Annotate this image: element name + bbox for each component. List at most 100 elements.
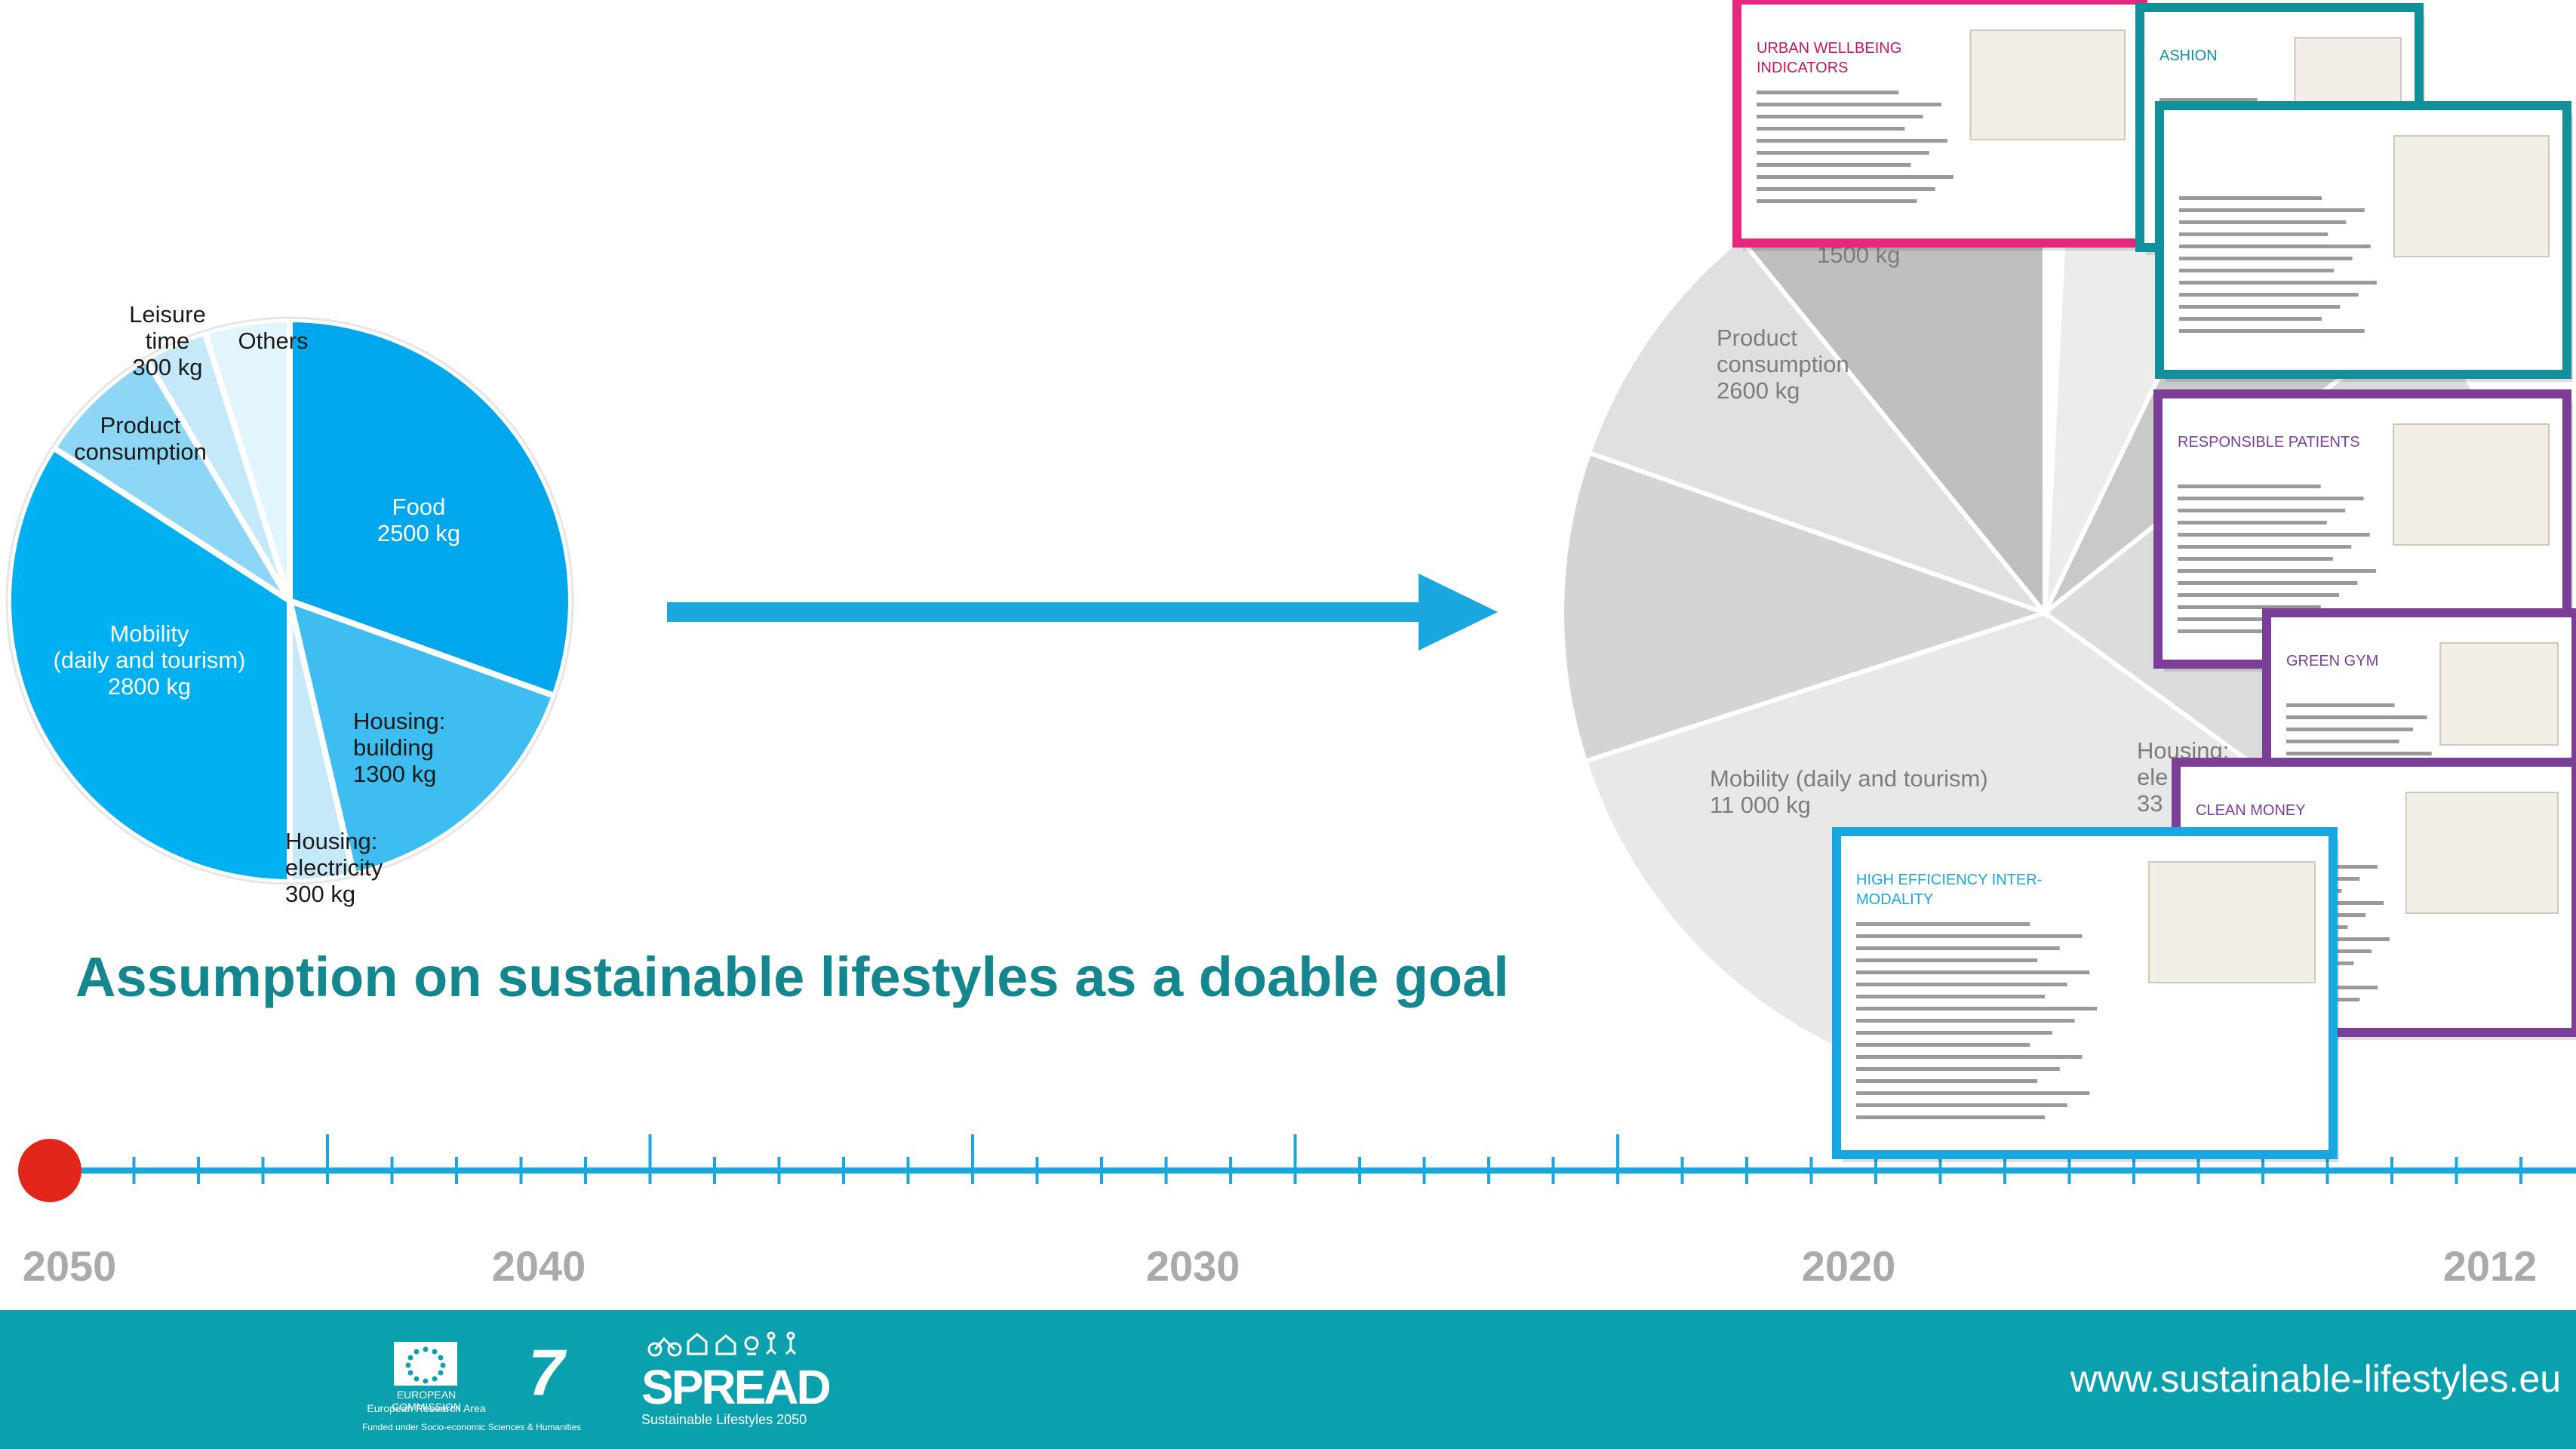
card-text-line xyxy=(2286,715,2427,719)
timeline-tick xyxy=(1229,1157,1232,1184)
timeline-year-label: 2020 xyxy=(1802,1242,1896,1290)
card-text-line xyxy=(2286,740,2399,743)
left-pie-label: Others xyxy=(238,328,308,354)
card-text-line xyxy=(2159,98,2258,102)
arrow-right-icon xyxy=(667,574,1498,651)
timeline-tick xyxy=(2519,1157,2522,1184)
left-pie-label: Leisure time 300 kg xyxy=(129,301,206,380)
timeline-tick xyxy=(648,1134,652,1184)
timeline-tick xyxy=(2325,1157,2329,1184)
timeline-tick xyxy=(971,1134,974,1184)
card-text-line xyxy=(2286,728,2414,731)
card-title: ASHION xyxy=(2159,48,2218,64)
card-text-line xyxy=(1757,151,1929,155)
timeline-tick xyxy=(1164,1157,1168,1184)
timeline-tick xyxy=(261,1157,265,1184)
timeline-tick xyxy=(519,1157,523,1184)
card-title: CLEAN MONEY xyxy=(2196,802,2306,819)
timeline-tick xyxy=(1809,1157,1813,1184)
card-text-line xyxy=(1757,127,1905,131)
card-illustration xyxy=(2393,423,2550,546)
summary-card[interactable] xyxy=(0,0,2573,382)
timeline-tick xyxy=(1035,1157,1039,1184)
card-title: GREEN GYM xyxy=(2286,653,2378,669)
right-pie-slice xyxy=(1560,450,2052,764)
fp7-number: 7 xyxy=(528,1337,564,1409)
eu-flag-icon xyxy=(394,1342,457,1386)
card-title: URBAN WELLBEING INDICATORS xyxy=(1757,40,1901,76)
card-text-line xyxy=(2178,629,2346,633)
timeline-axis xyxy=(50,1168,2576,1174)
eu-logo: EUROPEAN COMMISSION European Research Ar… xyxy=(362,1340,490,1431)
card-illustration xyxy=(2439,642,2559,746)
card-text-line xyxy=(1856,934,2083,938)
card-text-line xyxy=(1757,163,1911,167)
timeline-tick xyxy=(2455,1157,2458,1184)
left-pie-label: Housing: building 1300 kg xyxy=(353,708,445,787)
card-illustration xyxy=(1969,29,2126,140)
card-text-line xyxy=(1856,1043,2030,1047)
timeline-tick xyxy=(1100,1157,1103,1184)
timeline-tick xyxy=(2003,1157,2006,1184)
card-text-line xyxy=(2286,703,2395,707)
funding-note: Funded under Socio-economic Sciences & H… xyxy=(362,1422,582,1432)
right-pie-label: Product consumption 2600 kg xyxy=(1717,325,1849,404)
timeline-tick xyxy=(2390,1157,2393,1184)
left-pie-label: Product consumption xyxy=(74,412,207,465)
card-text-line xyxy=(1856,1103,2067,1107)
card-title: RESPONSIBLE PATIENTS xyxy=(2178,434,2360,451)
card-text-line xyxy=(2179,329,2365,333)
timeline-tick xyxy=(906,1157,910,1184)
card-text-line xyxy=(2179,257,2353,260)
timeline-year-label: 2040 xyxy=(492,1242,586,1290)
ec-line2: European Research Area xyxy=(367,1402,486,1414)
website-link[interactable]: www.sustainable-lifestyles.eu xyxy=(2070,1358,2561,1400)
left-pie-label: Housing: electricity 300 kg xyxy=(285,828,383,907)
timeline-tick xyxy=(1680,1157,1684,1184)
summary-card[interactable]: HIGH EFFICIENCY INTER-MODALITY xyxy=(1832,827,2339,1162)
card-text-line xyxy=(1856,983,2067,986)
timeline: 2050 2040 2030 2020 2012 xyxy=(18,1134,2576,1290)
timeline-current-marker[interactable] xyxy=(18,1139,81,1202)
left-pie-chart: Food 2500 kg Housing: building 1300 kg Housin… xyxy=(5,301,574,907)
timeline-tick xyxy=(2196,1157,2200,1184)
ec-line1: EUROPEAN COMMISSION xyxy=(392,1389,461,1413)
card-text-line xyxy=(1856,1055,2083,1059)
spread-wordmark: SPREAD xyxy=(641,1360,832,1414)
card-text-line xyxy=(2178,533,2370,537)
spread-logo: SPREAD Sustainable Lifestyles 2050 xyxy=(641,1328,832,1434)
card-illustration xyxy=(2393,135,2550,257)
card-text-line xyxy=(2286,752,2432,755)
card-illustration xyxy=(2148,861,2316,983)
card-text-line xyxy=(2178,497,2364,500)
left-pie-outline xyxy=(5,316,574,885)
card-text-line xyxy=(2179,220,2347,224)
timeline-tick xyxy=(1293,1134,1297,1184)
card-text-line xyxy=(2178,485,2321,488)
summary-cards: URBAN WELLBEING INDICATORS ASHION RESPONSIB… xyxy=(0,0,2576,1162)
left-pie-label: Mobility (daily and tourism) 2800 kg xyxy=(54,620,246,700)
timeline-tick xyxy=(1487,1157,1490,1184)
timeline-year-label: 2012 xyxy=(2443,1242,2538,1290)
summary-card[interactable]: URBAN WELLBEING INDICATORS xyxy=(1732,0,2149,251)
timeline-tick xyxy=(197,1157,200,1184)
card-text-line xyxy=(2178,593,2340,597)
card-text-line xyxy=(1856,1031,2052,1035)
left-pie-slice xyxy=(201,315,293,602)
card-text-line xyxy=(2178,581,2358,585)
card-text-line xyxy=(2179,269,2335,272)
card-text-line xyxy=(2178,605,2321,609)
card-text-line xyxy=(2179,232,2329,236)
timeline-tick xyxy=(326,1134,329,1184)
card-text-line xyxy=(2178,509,2346,512)
card-title: HIGH EFFICIENCY INTER-MODALITY xyxy=(1856,872,2042,908)
right-pie-label: Mobility (daily and tourism) 11 000 kg xyxy=(1710,765,1988,818)
left-pie-slice xyxy=(285,595,559,878)
card-text-line xyxy=(1856,995,2046,998)
card-text-line xyxy=(1757,91,1899,94)
card-text-line xyxy=(2179,281,2377,285)
card-text-line xyxy=(1856,1115,2046,1119)
card-text-line xyxy=(2178,569,2376,573)
timeline-year-label: 2050 xyxy=(23,1242,117,1290)
